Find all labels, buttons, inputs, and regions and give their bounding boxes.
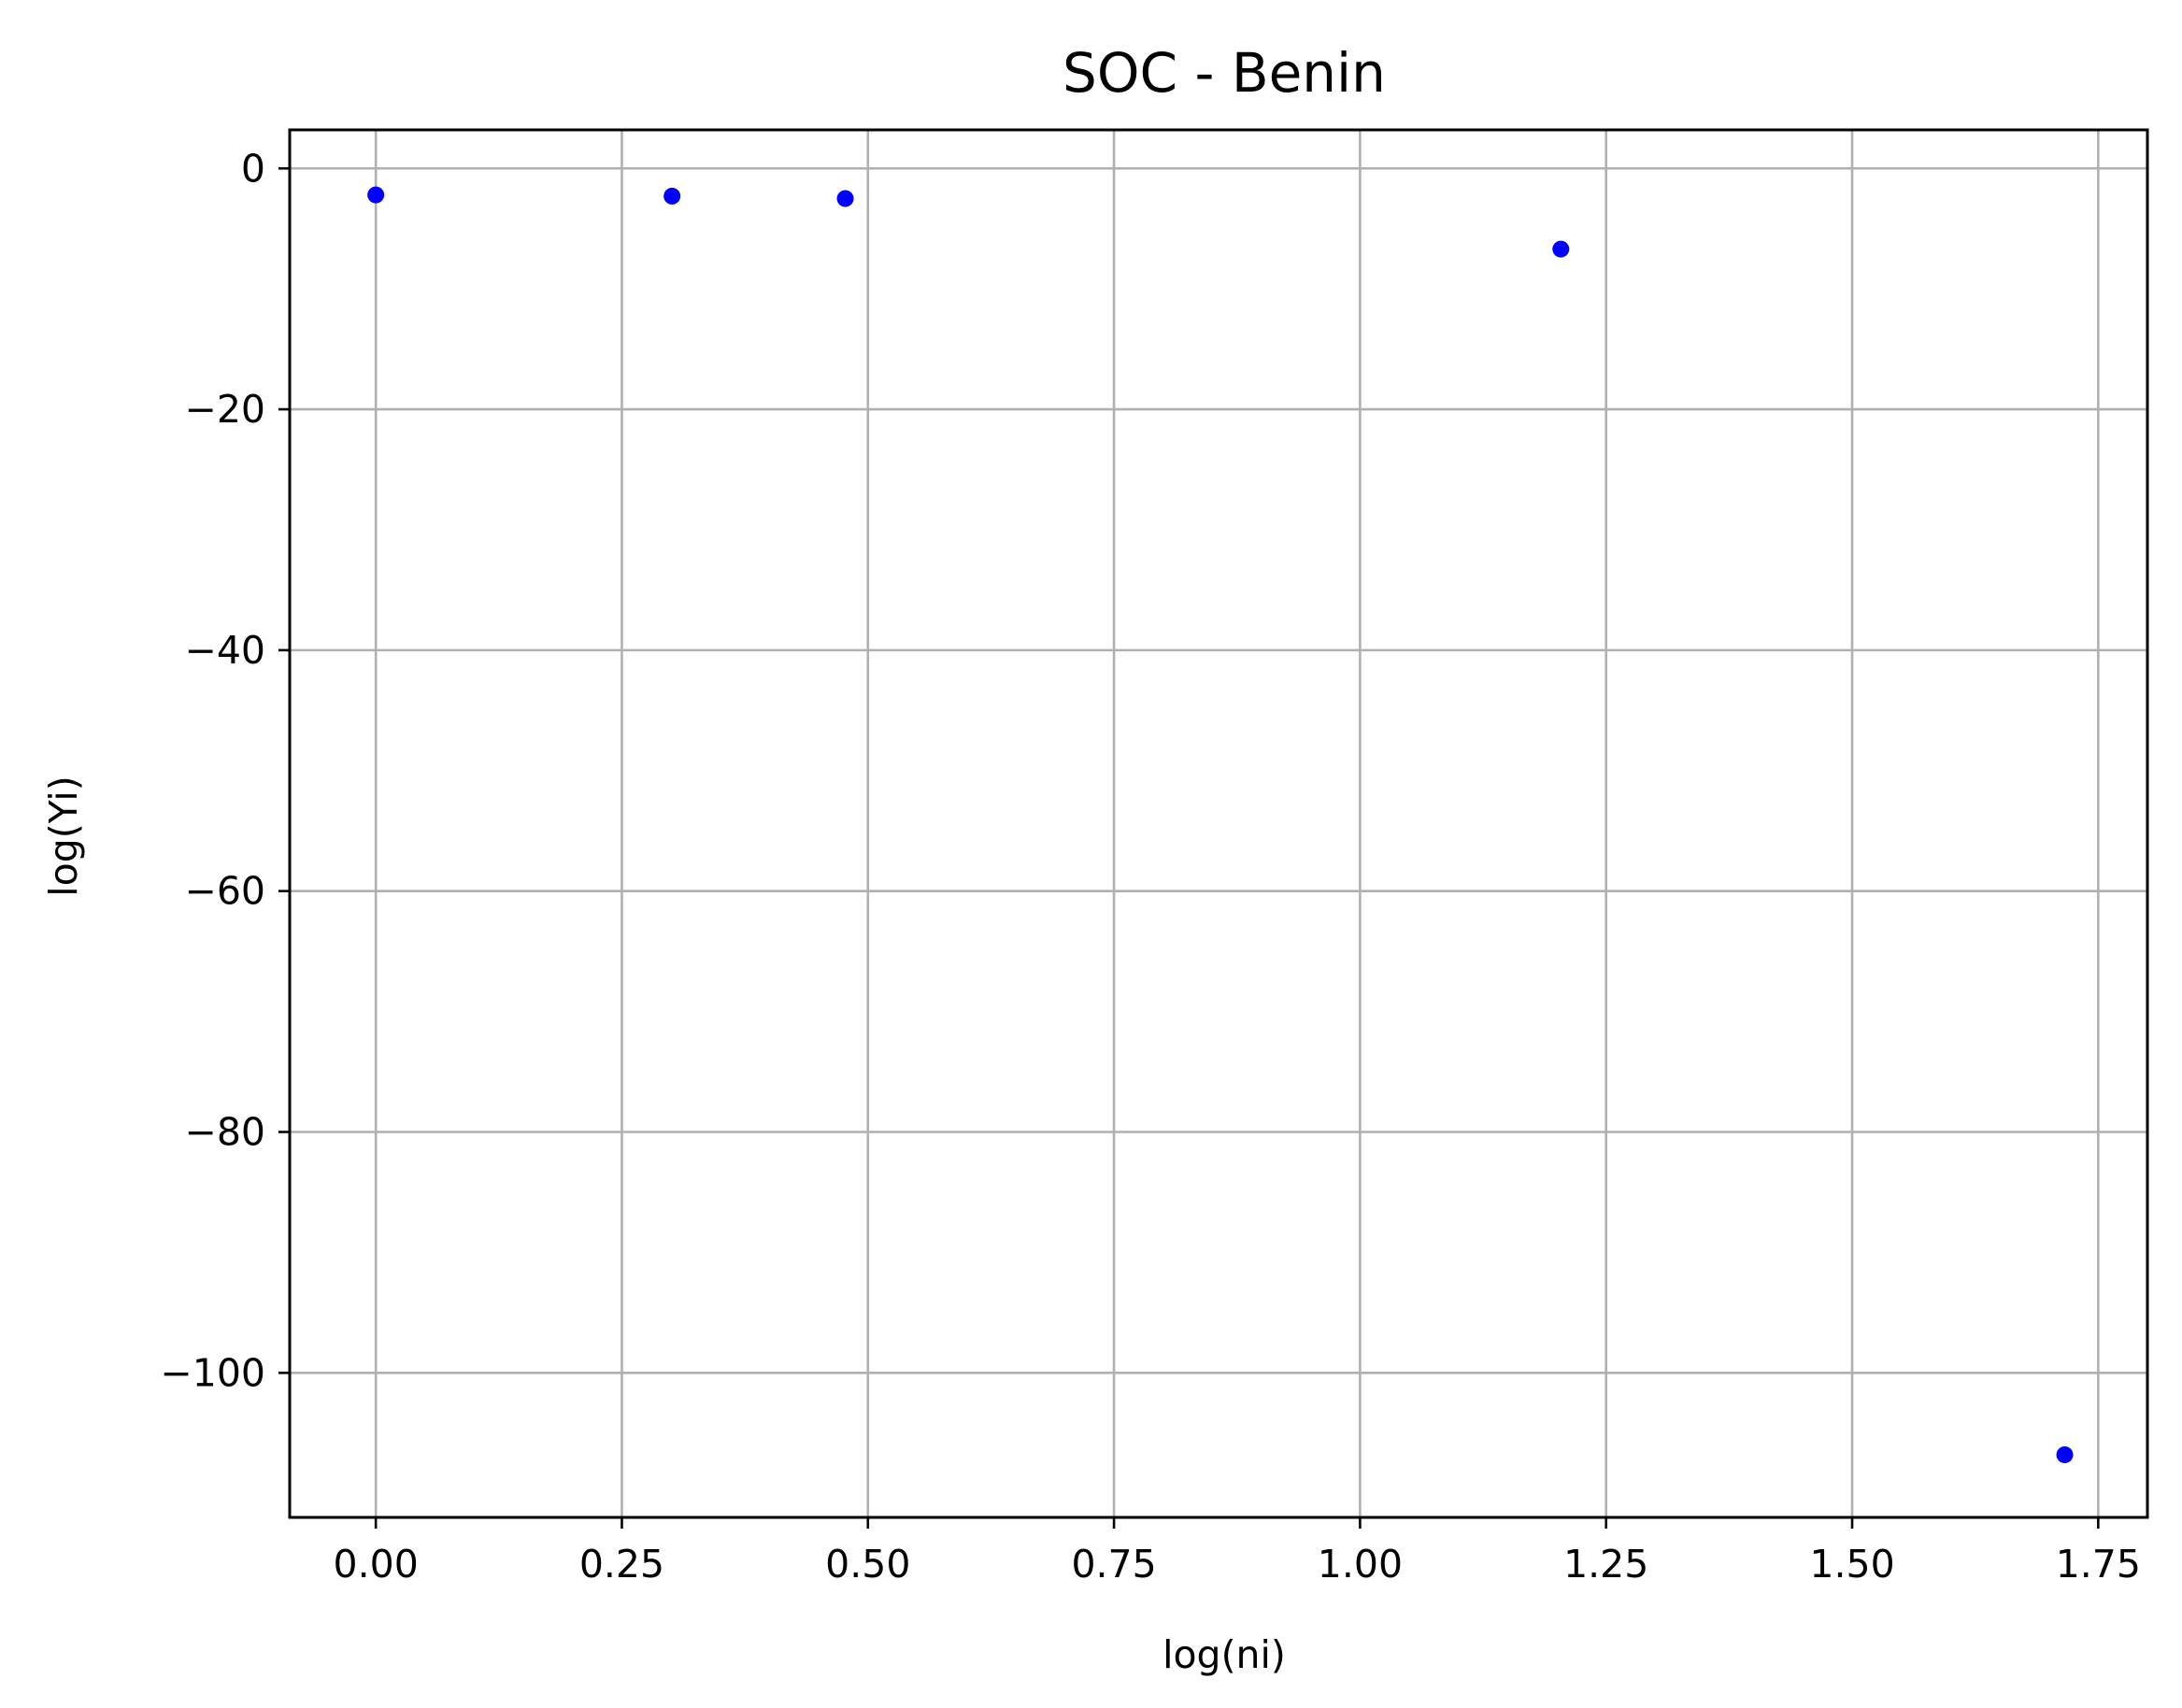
x-axis-label: log(ni) [1162, 1632, 1286, 1677]
plot-area-frame [288, 128, 2149, 1519]
y-tick-label: −40 [184, 628, 265, 673]
x-tick-label: 0.00 [334, 1542, 419, 1587]
y-tick-label: −80 [184, 1110, 265, 1155]
x-tick-label: 1.50 [1809, 1542, 1894, 1587]
y-tick-label: −60 [184, 869, 265, 914]
data-point [663, 187, 681, 205]
y-tick-label: −20 [184, 387, 265, 432]
y-tick-label: −100 [160, 1350, 265, 1395]
y-tick-label: 0 [241, 146, 265, 191]
x-tick-label: 0.75 [1071, 1542, 1156, 1587]
grid-lines [290, 130, 2147, 1517]
data-point [1552, 240, 1570, 258]
x-tick-label: 1.75 [2056, 1542, 2141, 1587]
x-tick-label: 1.25 [1563, 1542, 1648, 1587]
y-axis-label: log(Yi) [41, 776, 86, 896]
data-point [367, 186, 385, 204]
x-tick-label: 0.50 [825, 1542, 910, 1587]
data-point [836, 190, 854, 207]
y-axis-ticks: 0 −20 −40 −60 −80 −100 [160, 146, 290, 1395]
data-points [367, 186, 2074, 1463]
x-axis-ticks: 0.00 0.25 0.50 0.75 1.00 1.25 1.50 1.75 [334, 1517, 2141, 1587]
data-point [2056, 1445, 2074, 1463]
x-tick-label: 0.25 [579, 1542, 664, 1587]
chart-title: SOC - Benin [1062, 41, 1386, 105]
x-tick-label: 1.00 [1318, 1542, 1403, 1587]
